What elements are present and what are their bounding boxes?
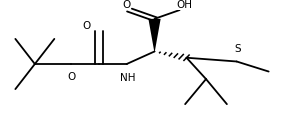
- Text: OH: OH: [177, 0, 193, 10]
- Text: NH: NH: [120, 73, 136, 83]
- Text: S: S: [235, 44, 241, 54]
- Text: O: O: [82, 21, 91, 31]
- Polygon shape: [149, 19, 161, 51]
- Text: O: O: [122, 0, 130, 10]
- Text: O: O: [67, 72, 75, 82]
